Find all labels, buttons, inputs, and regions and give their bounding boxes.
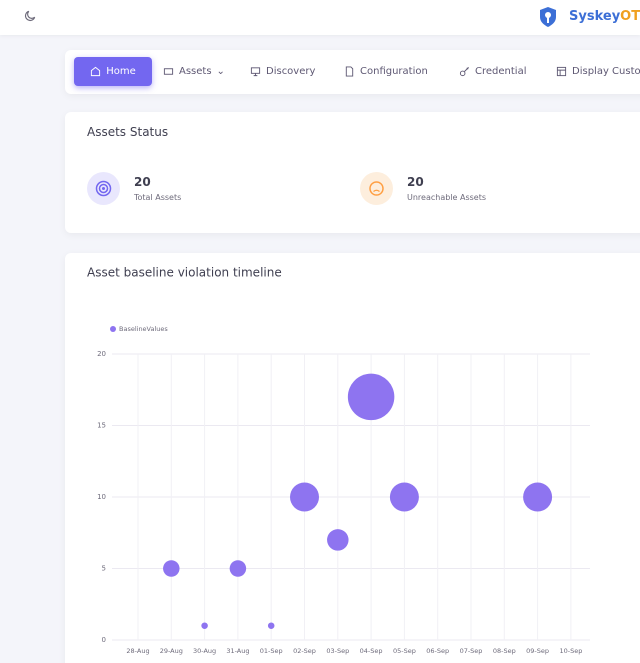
- bubble: [290, 482, 319, 512]
- x-tick-label: 28-Aug: [126, 647, 149, 655]
- x-tick-label: 08-Sep: [493, 647, 516, 655]
- legend-marker: [110, 326, 116, 332]
- y-tick-label: 0: [102, 636, 106, 644]
- x-tick-label: 03-Sep: [326, 647, 349, 655]
- y-tick-label: 20: [97, 350, 106, 358]
- nav-credential[interactable]: Credential: [459, 66, 526, 77]
- status-card: Assets Status 20 Total Assets 20 Unreach…: [65, 112, 640, 233]
- stat-value: 20: [134, 175, 151, 189]
- y-tick-label: 5: [102, 565, 106, 573]
- legend-label: BaselineValues: [119, 325, 168, 333]
- x-tick-label: 07-Sep: [460, 647, 483, 655]
- x-tick-label: 10-Sep: [559, 647, 582, 655]
- chart-card: Asset baseline violation timeline 0 5 10 15…: [65, 253, 640, 663]
- bubble: [389, 482, 419, 512]
- nav-configuration[interactable]: Configuration: [344, 66, 428, 77]
- unreachable-icon: [360, 172, 393, 205]
- x-tick-label: 30-Aug: [193, 647, 216, 655]
- brand: SyskeyOT: [569, 9, 640, 24]
- bubble: [523, 482, 553, 512]
- top-bar: SyskeyOT: [0, 0, 640, 35]
- x-tick-label: 02-Sep: [293, 647, 316, 655]
- bubble: [163, 560, 180, 577]
- x-tick-label: 06-Sep: [426, 647, 449, 655]
- nav-label: Display Custo: [572, 66, 640, 77]
- brand-name: Syskey: [569, 9, 621, 24]
- status-title: Assets Status: [87, 125, 169, 139]
- total-icon: [87, 172, 120, 205]
- nav-label: Configuration: [360, 66, 428, 77]
- nav-assets[interactable]: Assets ⌄: [163, 66, 225, 77]
- chart: Asset baseline violation timeline 0 5 10 15…: [87, 266, 590, 655]
- stat-label: Total Assets: [134, 193, 182, 202]
- x-tick-label: 29-Aug: [160, 647, 183, 655]
- bubble: [327, 529, 349, 551]
- nav-home[interactable]: Home: [74, 57, 152, 86]
- bubble: [201, 622, 208, 629]
- nav-display[interactable]: Display Custo: [556, 66, 640, 77]
- bubble: [347, 373, 395, 421]
- bubble: [229, 560, 247, 577]
- stat-label: Unreachable Assets: [407, 193, 487, 202]
- nav-label: Home: [106, 66, 136, 77]
- nav-discovery[interactable]: Discovery: [250, 66, 315, 77]
- y-tick-label: 10: [97, 493, 106, 501]
- theme-toggle[interactable]: [23, 9, 37, 23]
- x-tick-label: 09-Sep: [526, 647, 549, 655]
- nav-label: Discovery: [266, 66, 316, 77]
- bubble: [267, 622, 275, 629]
- x-tick-label: 01-Sep: [260, 647, 283, 655]
- brand-logo: [540, 7, 556, 27]
- y-tick-label: 15: [97, 422, 106, 430]
- x-tick-label: 31-Aug: [226, 647, 249, 655]
- stat-value: 20: [407, 175, 424, 189]
- chart-title: Asset baseline violation timeline: [87, 266, 282, 280]
- nav-bar: Home Assets ⌄ Discovery Configuration Cre…: [65, 50, 640, 94]
- nav-label: Assets: [179, 66, 212, 77]
- x-tick-label: 05-Sep: [393, 647, 416, 655]
- nav-label: Credential: [475, 66, 527, 77]
- x-tick-label: 04-Sep: [360, 647, 383, 655]
- brand-accent: OT: [620, 9, 640, 24]
